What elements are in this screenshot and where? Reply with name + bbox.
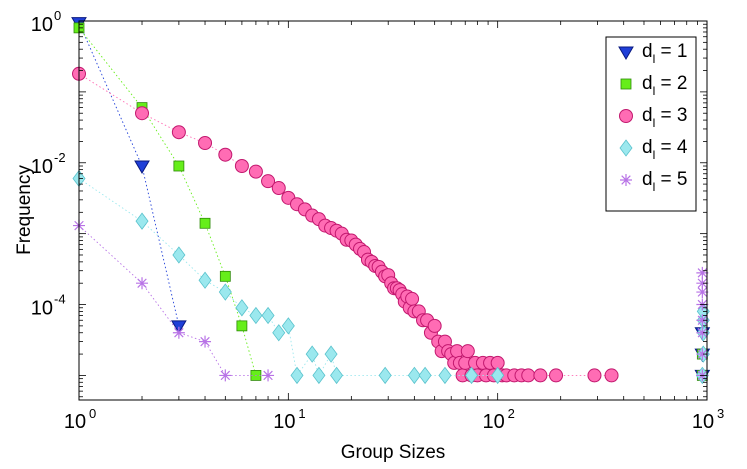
legend-label: dl = 2 <box>642 73 687 98</box>
y-tick-label: 10 <box>31 298 53 320</box>
series-5-point <box>696 277 709 290</box>
series-2-point <box>173 160 185 172</box>
series-4-point <box>418 366 432 385</box>
series-3-point <box>604 368 619 383</box>
series-3-point <box>460 344 475 359</box>
legend-marker <box>618 46 634 60</box>
series-4-point <box>465 366 479 385</box>
legend-item: dl = 4 <box>619 137 688 162</box>
series-5-point <box>696 266 709 279</box>
y-tick-label: 10 <box>31 156 53 178</box>
series-3-point <box>405 291 420 306</box>
series-layer <box>71 17 711 385</box>
legend-marker <box>620 174 632 186</box>
series-3-point <box>261 174 276 189</box>
legend-item: dl = 5 <box>620 169 687 194</box>
x-tick-exponent: 0 <box>89 406 96 421</box>
series-4-point <box>261 306 275 325</box>
series-3-point <box>248 164 263 179</box>
legend-item: dl = 2 <box>620 73 687 98</box>
series-4-point <box>407 366 421 385</box>
series-5-point <box>696 348 709 361</box>
x-tick-label: 10 <box>692 411 714 433</box>
y-tick-exponent: -2 <box>54 150 66 165</box>
series-3-point <box>198 136 213 151</box>
legend-label: dl = 5 <box>642 169 687 194</box>
series-4-point <box>438 366 452 385</box>
series-3-point <box>521 368 536 383</box>
series-2-point <box>236 320 248 332</box>
legend: dl = 1 dl = 2 dl = 3 dl = 4 dl = 5 <box>605 36 697 212</box>
series-4-point <box>218 283 232 301</box>
y-tick-exponent: 0 <box>54 8 61 23</box>
legend-label: dl = 3 <box>642 105 687 130</box>
y-tick-label: 10 <box>31 14 53 36</box>
series-4-point <box>272 324 286 342</box>
series-3-point <box>234 159 249 174</box>
legend-label: dl = 1 <box>642 41 687 66</box>
series-4-point <box>249 306 263 325</box>
y-axis-title: Frequency <box>14 165 35 255</box>
legend-marker <box>620 78 632 90</box>
series-5-point <box>172 326 185 339</box>
axes-layer: 10 0 10 1 10 2 10 310 010 -210 -4 <box>31 8 724 433</box>
series-4-point <box>312 366 326 385</box>
series-3-point <box>549 368 564 383</box>
x-tick-exponent: 1 <box>298 406 305 421</box>
series-4-point <box>172 246 186 264</box>
legend-box <box>605 36 697 212</box>
series-4-point <box>305 345 319 363</box>
series-2-point <box>219 270 231 282</box>
series-5-point <box>199 335 212 348</box>
series-5-point <box>219 369 232 382</box>
legend-item: dl = 3 <box>619 105 687 130</box>
series-4-point <box>135 212 149 230</box>
series-3-point <box>427 318 442 333</box>
series-5-point <box>136 277 149 290</box>
series-3 <box>72 66 619 383</box>
series-5-connector <box>78 225 268 376</box>
legend-marker <box>619 109 633 123</box>
series-4-point <box>235 299 249 317</box>
series-3-point <box>171 125 186 140</box>
y-tick-exponent: -4 <box>54 292 66 307</box>
legend-label: dl = 4 <box>642 137 688 162</box>
plot-area <box>79 21 707 400</box>
axes-frame <box>78 20 708 401</box>
series-4-point <box>491 366 505 385</box>
series-5-point <box>696 286 709 299</box>
series-3-point <box>135 106 150 121</box>
x-tick-label: 10 <box>273 411 295 433</box>
series-4-point <box>378 366 392 385</box>
series-3-point <box>271 181 286 196</box>
series-4-point <box>324 345 338 363</box>
series-3-point <box>218 147 233 162</box>
x-tick-label: 10 <box>64 411 86 433</box>
series-1-point <box>134 160 150 175</box>
series-5-point <box>696 326 709 339</box>
series-3-point <box>587 368 602 383</box>
legend-item: dl = 1 <box>618 41 687 66</box>
series-4-point <box>290 366 304 385</box>
legend-marker <box>619 139 633 157</box>
series-4-point <box>198 271 212 289</box>
series-2-point <box>199 217 211 229</box>
series-4-point <box>330 366 344 385</box>
x-tick-exponent: 3 <box>717 406 724 421</box>
x-axis-title: Group Sizes <box>341 442 446 463</box>
series-5-point <box>262 369 275 382</box>
x-tick-label: 10 <box>483 411 505 433</box>
series-5-point <box>696 314 709 327</box>
series-4-point <box>281 317 295 335</box>
x-tick-exponent: 2 <box>508 406 515 421</box>
series-3-point <box>533 368 548 383</box>
